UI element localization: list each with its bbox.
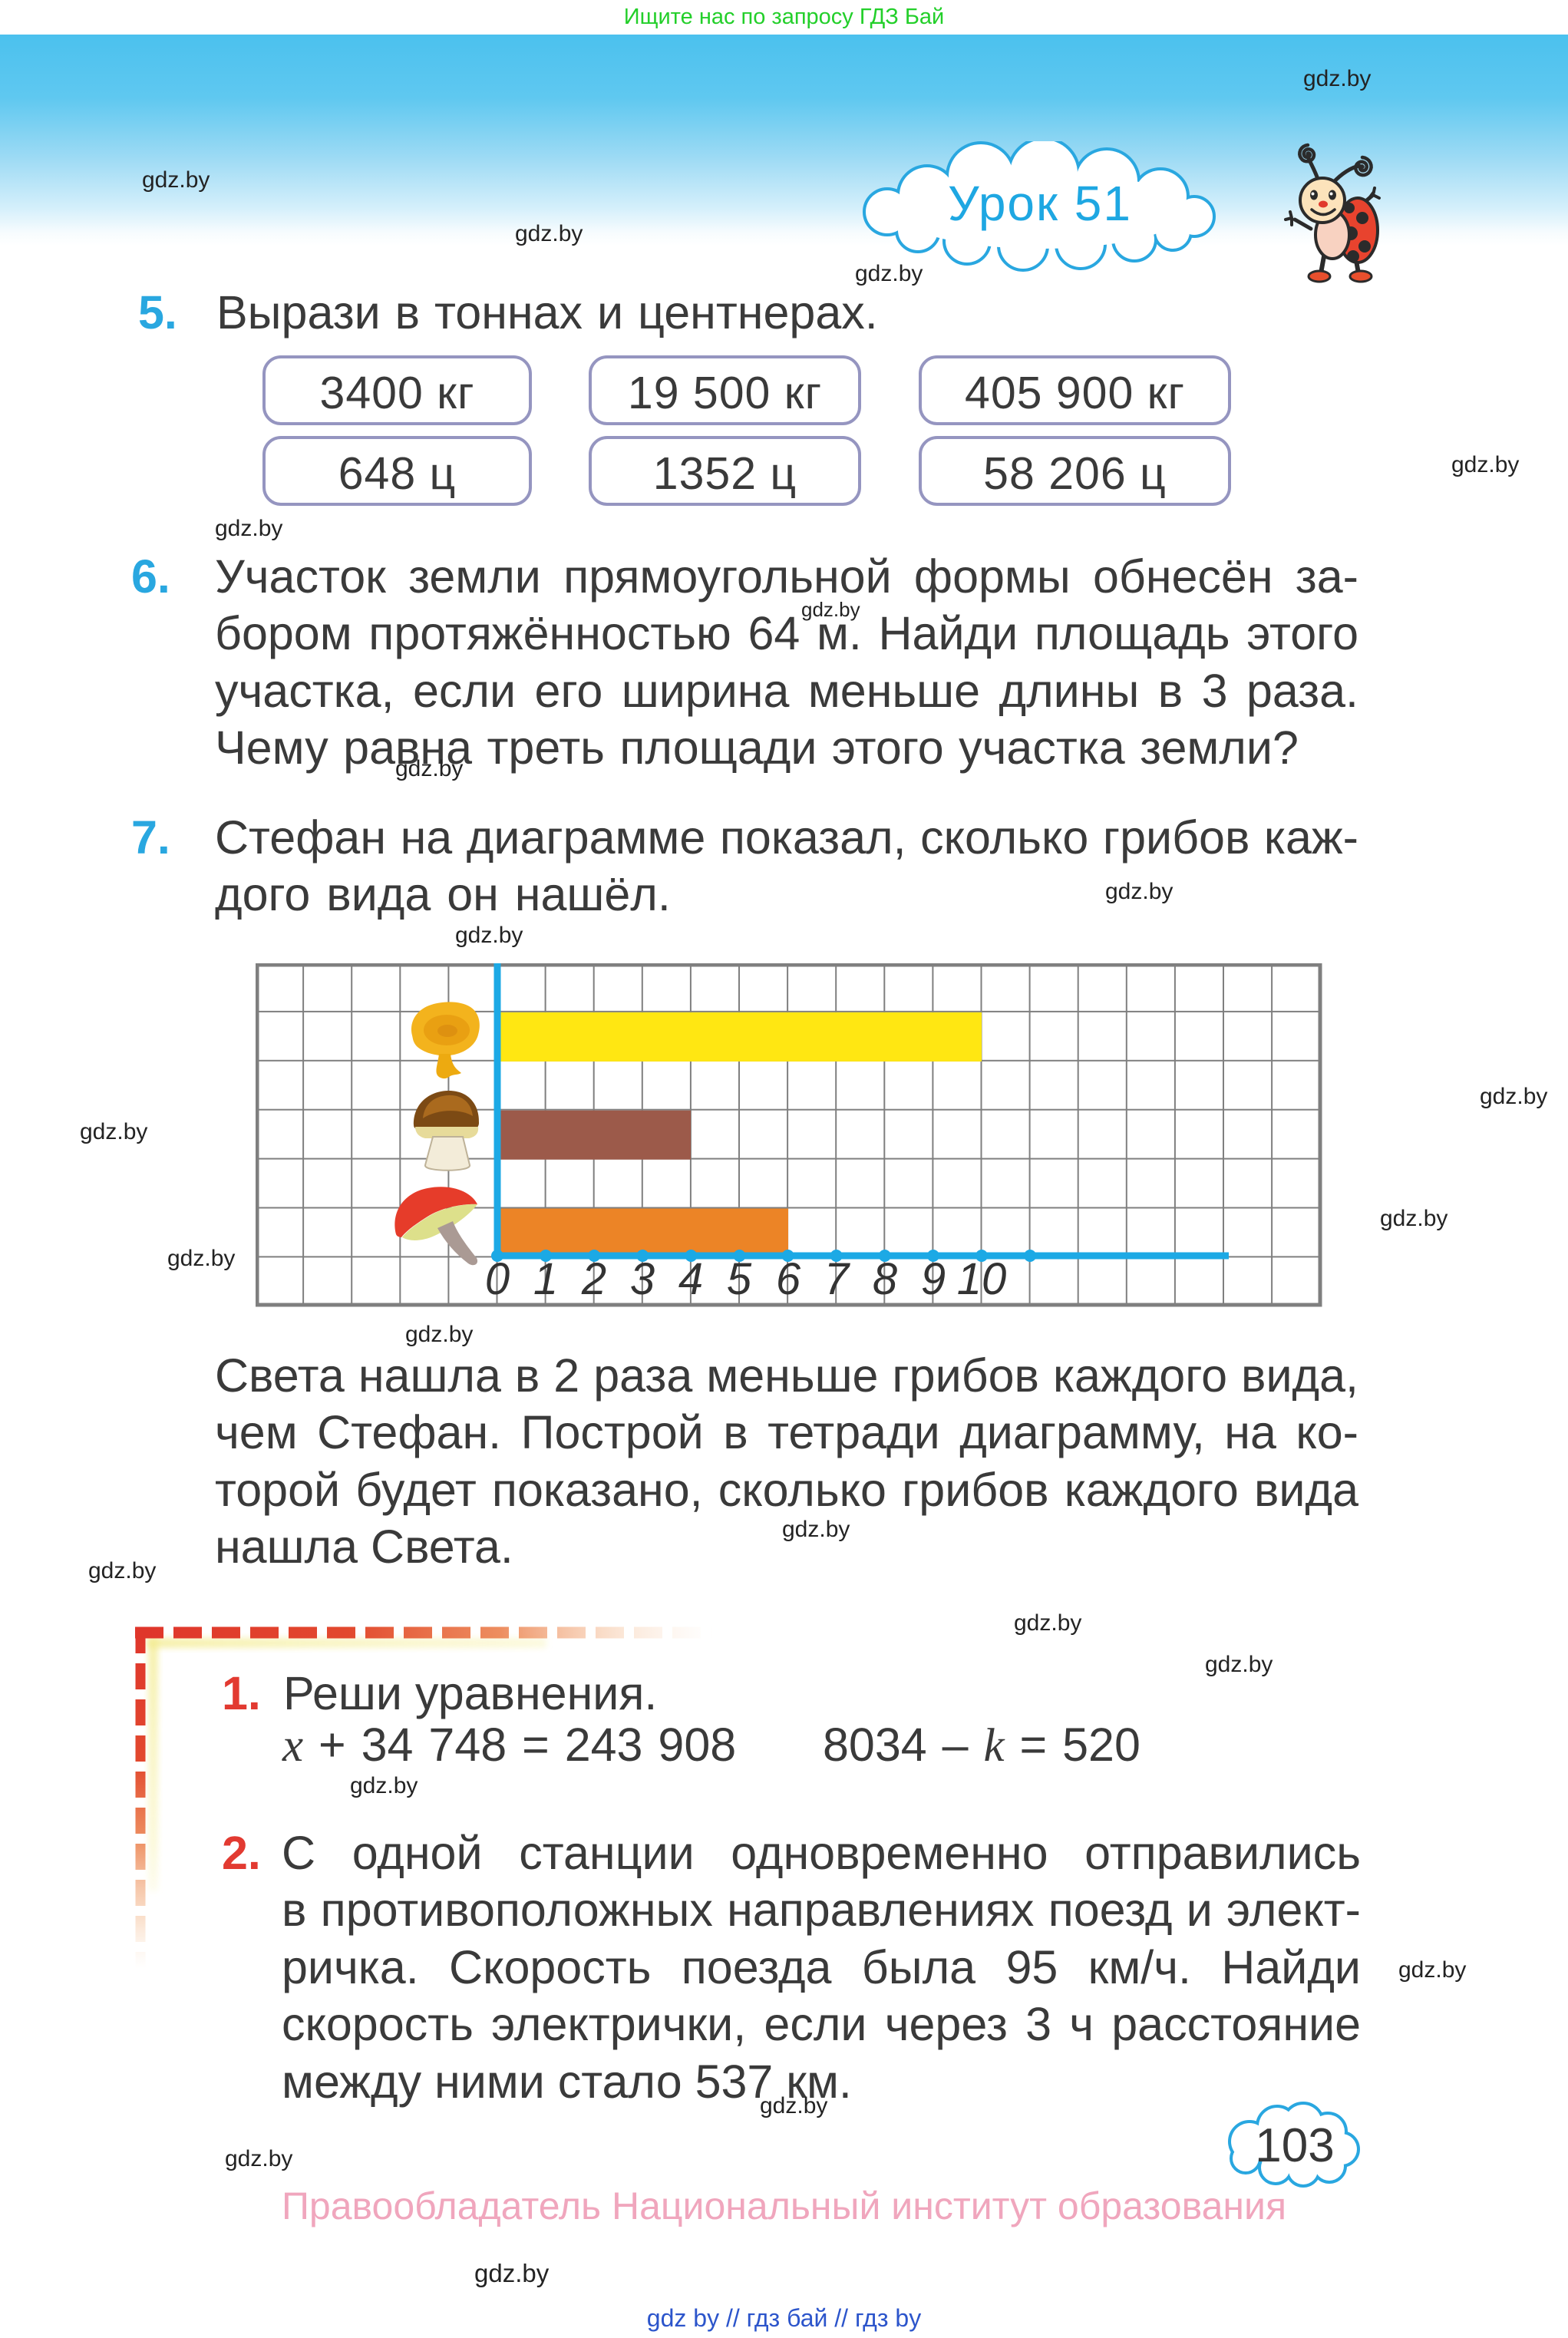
svg-text:103: 103 bbox=[1255, 2119, 1334, 2172]
svg-text:10: 10 bbox=[957, 1254, 1007, 1304]
svg-text:Урок 51: Урок 51 bbox=[948, 176, 1132, 231]
svg-text:4: 4 bbox=[678, 1254, 703, 1304]
svg-text:7: 7 bbox=[824, 1254, 851, 1304]
svg-text:2: 2 bbox=[581, 1254, 606, 1304]
svg-text:5: 5 bbox=[727, 1254, 752, 1304]
svg-text:1: 1 bbox=[533, 1254, 558, 1304]
svg-text:8: 8 bbox=[873, 1254, 897, 1304]
svg-text:6: 6 bbox=[776, 1254, 801, 1304]
svg-text:3: 3 bbox=[630, 1254, 655, 1304]
svg-text:9: 9 bbox=[921, 1254, 946, 1304]
svg-text:0: 0 bbox=[485, 1254, 510, 1304]
